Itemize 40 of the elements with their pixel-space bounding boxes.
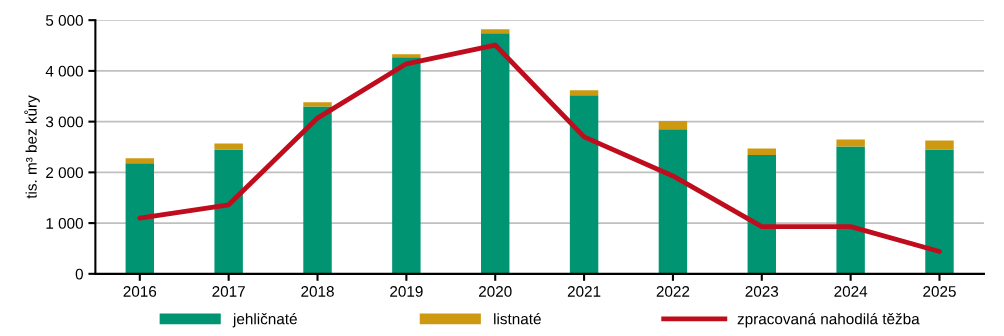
bar [214, 143, 243, 150]
bar [658, 129, 688, 274]
bar [125, 163, 155, 274]
bar [392, 57, 421, 274]
bar [925, 140, 954, 150]
bar [481, 33, 510, 274]
legend-label: jehličnaté [232, 312, 297, 328]
bar [392, 54, 421, 58]
legend-label: zpracovaná nahodilá těžba [737, 312, 920, 328]
bar [214, 149, 243, 274]
bar [836, 146, 865, 274]
y-tick-label: 3 000 [45, 116, 83, 128]
bar [481, 29, 510, 34]
bar [569, 95, 599, 274]
bar [125, 158, 155, 164]
bar [303, 102, 332, 107]
x-tick-label: 2022 [656, 286, 690, 297]
bar [925, 149, 954, 274]
y-tick-label: 0 [75, 268, 83, 280]
y-tick-label: 4 000 [45, 65, 83, 77]
x-tick-label: 2016 [123, 286, 157, 297]
x-tick-label: 2024 [834, 286, 868, 297]
x-tick-label: 2025 [923, 286, 956, 297]
x-tick-label: 2023 [745, 286, 779, 297]
bar [836, 139, 865, 147]
bar [303, 106, 332, 274]
x-tick-label: 2019 [390, 286, 423, 297]
bar [747, 155, 776, 274]
y-tick-label: 2 000 [46, 167, 83, 179]
y-tick-label: 1 000 [46, 217, 83, 229]
y-tick-label: 5 000 [45, 15, 83, 26]
x-tick-label: 2018 [301, 286, 334, 297]
bar [569, 90, 599, 96]
x-tick-label: 2021 [567, 286, 601, 297]
x-tick-label: 2017 [212, 286, 245, 297]
x-tick-label: 2020 [479, 286, 512, 297]
legend-label: listnaté [494, 312, 541, 325]
line-series [137, 42, 942, 254]
y-axis-title: tis. m³ bez kůry [24, 95, 40, 199]
bar [658, 121, 688, 130]
